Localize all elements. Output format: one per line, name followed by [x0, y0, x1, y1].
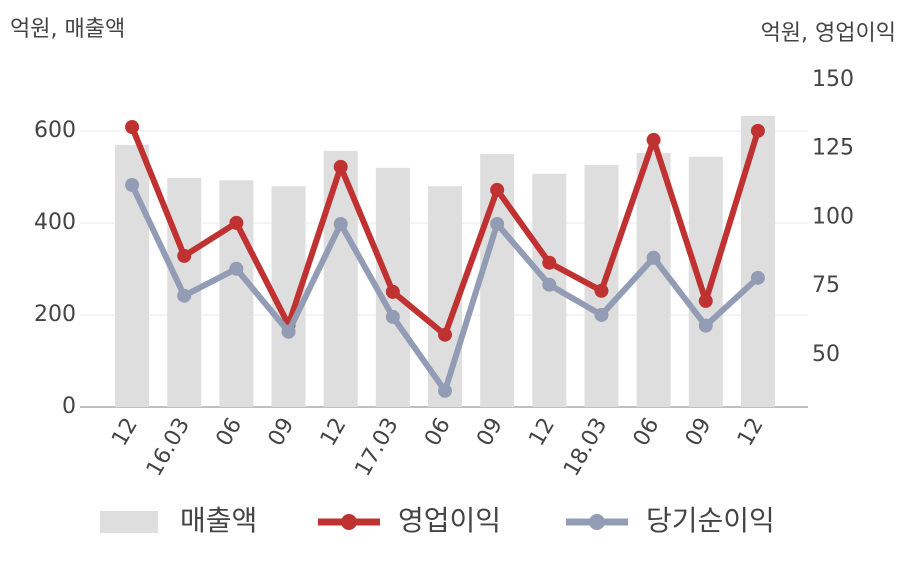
point: [177, 288, 192, 303]
point: [698, 293, 713, 308]
legend-swatch: [100, 511, 158, 533]
legend-label: 매출액: [180, 504, 257, 537]
x-tick-label: 06: [629, 414, 665, 451]
point: [594, 307, 609, 322]
point: [542, 255, 557, 270]
legend-label: 영업이익: [398, 504, 501, 537]
legend-marker: [341, 514, 357, 530]
x-tick-label: 09: [264, 414, 300, 451]
legend-label: 당기순이익: [646, 504, 775, 537]
y-tick-label: 600: [34, 118, 76, 143]
y-tick-label: 400: [34, 210, 76, 235]
point: [229, 215, 244, 230]
point: [125, 177, 140, 192]
point: [385, 284, 400, 299]
bar: [219, 180, 254, 407]
y2-tick-label: 125: [812, 136, 854, 161]
point: [438, 327, 452, 342]
x-tick-label: 16.03: [142, 414, 195, 481]
legend-marker: [589, 514, 605, 530]
x-tick-label: 12: [524, 414, 560, 451]
bar: [688, 156, 723, 407]
point: [333, 216, 348, 231]
point: [594, 283, 609, 298]
x-tick-label: 12: [107, 414, 143, 451]
point: [750, 270, 765, 285]
y-tick-label: 200: [34, 302, 76, 327]
x-tick-label: 17.03: [351, 414, 404, 481]
point: [229, 261, 244, 276]
point: [490, 182, 505, 197]
y2-tick-label: 50: [812, 342, 840, 367]
point: [333, 159, 348, 174]
point: [177, 248, 192, 263]
bar: [636, 153, 671, 407]
x-tick-label: 12: [733, 414, 769, 451]
point: [542, 277, 557, 292]
y2-tick-label: 150: [812, 67, 854, 92]
x-tick-label: 06: [420, 414, 456, 451]
x-tick-label: 12: [316, 414, 352, 451]
point: [438, 383, 452, 398]
y-axis-label: 억원, 매출액: [10, 17, 125, 42]
point: [646, 250, 661, 265]
point: [281, 324, 296, 339]
point: [125, 119, 140, 134]
y-tick-label: 0: [62, 394, 76, 419]
y2-axis-label: 억원, 영업이익: [761, 21, 896, 46]
x-tick-label: 09: [472, 414, 508, 451]
y2-tick-label: 100: [812, 204, 854, 229]
point: [490, 216, 505, 231]
point: [646, 132, 661, 147]
x-tick-label: 18.03: [559, 414, 612, 481]
point: [698, 318, 713, 333]
y2-tick-label: 75: [812, 273, 840, 298]
x-tick-label: 06: [212, 414, 248, 451]
point: [385, 309, 400, 324]
x-tick-label: 09: [681, 414, 717, 451]
point: [750, 123, 765, 138]
